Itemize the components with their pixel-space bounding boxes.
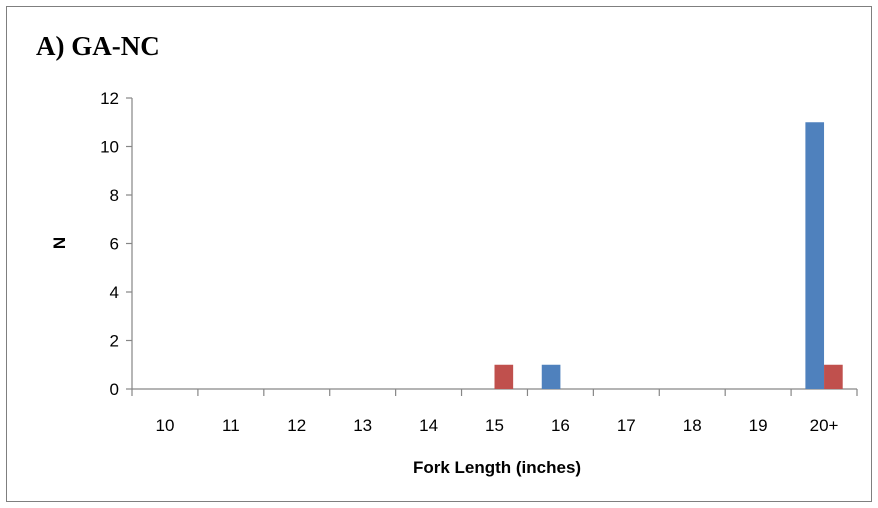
labels: 0 2 4 6 8 10 12 10 11 12 13 14 15 16 17 18 19 20+ <box>100 89 838 435</box>
y-tick-label: 12 <box>100 89 119 108</box>
axes <box>126 97 858 396</box>
bar <box>494 364 514 389</box>
bar <box>541 364 561 389</box>
bar <box>805 122 825 389</box>
chart-frame <box>6 6 872 502</box>
x-tick-label: 18 <box>683 416 702 435</box>
x-tick-label: 10 <box>155 416 174 435</box>
x-tick-label: 13 <box>353 416 372 435</box>
y-tick-label: 2 <box>110 332 119 351</box>
x-tick-label: 14 <box>419 416 438 435</box>
x-tick-label: 12 <box>287 416 306 435</box>
y-tick-label: 4 <box>110 283 119 302</box>
y-axis-title: N <box>50 237 69 249</box>
bars <box>494 122 843 389</box>
x-axis-title: Fork Length (inches) <box>413 458 581 477</box>
bar <box>824 364 843 389</box>
x-tick-label: 20+ <box>810 416 839 435</box>
x-tick-label: 16 <box>551 416 570 435</box>
chart-title: A) GA-NC <box>36 31 160 61</box>
y-tick-label: 8 <box>110 186 119 205</box>
x-tick-label: 15 <box>485 416 504 435</box>
x-tick-label: 17 <box>617 416 636 435</box>
x-tick-label: 11 <box>222 416 240 435</box>
x-tick-label: 19 <box>749 416 768 435</box>
y-tick-label: 0 <box>110 380 119 399</box>
y-tick-label: 10 <box>100 138 119 157</box>
y-tick-label: 6 <box>110 235 119 254</box>
